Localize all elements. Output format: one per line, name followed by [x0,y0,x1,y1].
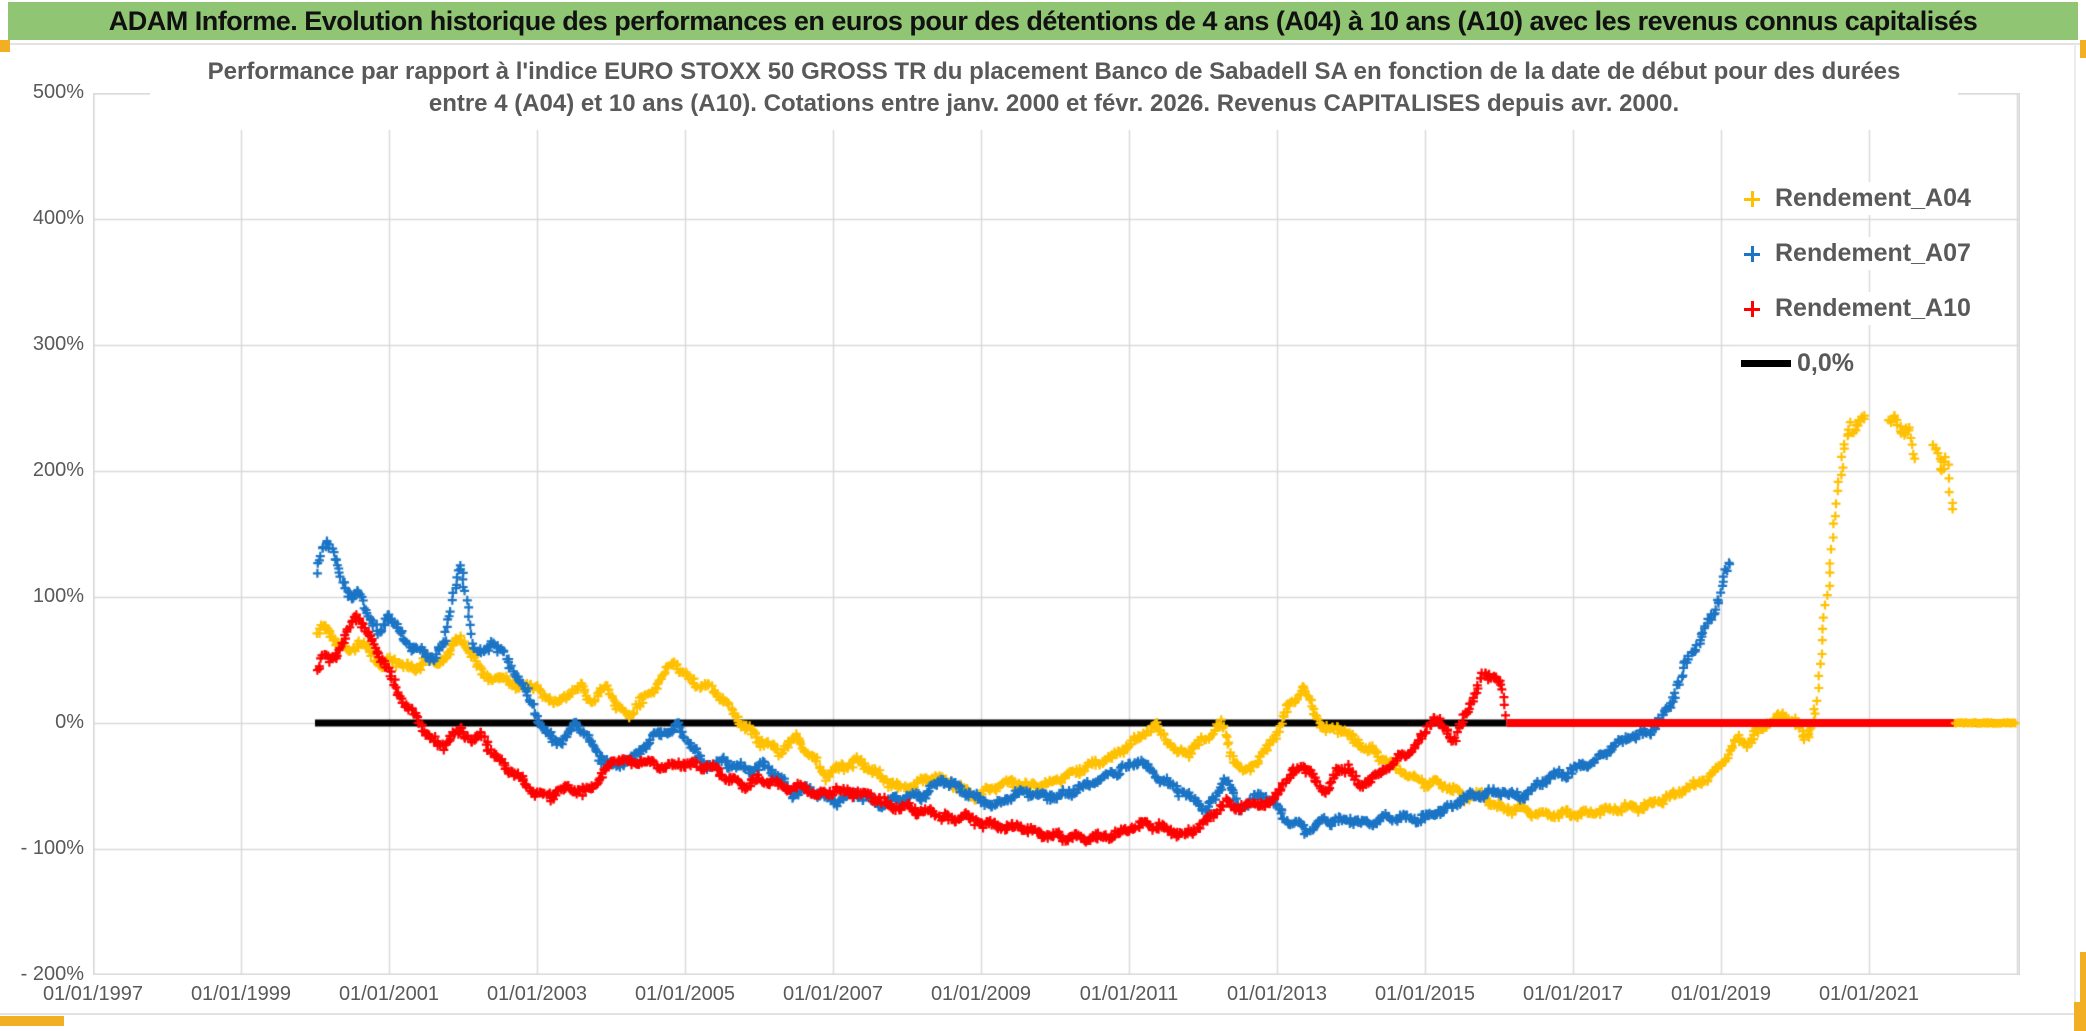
plus-marker-icon [1741,298,1763,320]
y-axis-tick-label: 100% [32,585,84,607]
legend-item[interactable]: 0,0% [1737,347,1864,380]
legend: Rendement_A04 Rendement_A07 Rendement_A10 0… [1737,182,1981,402]
y-axis-tick-label: 0% [55,711,84,733]
performance-scatter-chart[interactable] [93,93,2020,975]
zero-line-icon [1741,360,1791,367]
chart-title: Performance par rapport à l'indice EURO … [150,56,1958,130]
y-axis-tick-label: 500% [32,81,84,103]
x-axis-tick-label: 01/01/2019 [1670,983,1772,1005]
x-axis-tick-label: 01/01/1997 [42,983,144,1005]
y-axis-tick-label: - 200% [20,963,84,985]
plus-marker-icon [1741,188,1763,210]
x-axis-tick-label: 01/01/2015 [1374,983,1476,1005]
chart-title-line1: Performance par rapport à l'indice EURO … [207,58,1901,85]
x-axis-tick-label: 01/01/2013 [1226,983,1328,1005]
chart-title-line2: entre 4 (A04) et 10 ans (A10). Cotations… [428,90,1680,117]
selection-accent-bottom-left [0,1016,64,1026]
x-axis-tick-label: 01/01/2001 [338,983,440,1005]
bottom-divider [0,1013,2086,1015]
legend-item[interactable]: Rendement_A04 [1737,182,1981,215]
chart-frame-right [2074,44,2076,1013]
y-axis-tick-label: 400% [32,207,84,229]
y-axis-tick-label: - 100% [20,837,84,859]
y-axis-tick-label: 200% [32,459,84,481]
legend-label: 0,0% [1797,349,1854,377]
y-axis-tick-label: 300% [32,333,84,355]
legend-label: Rendement_A07 [1775,239,1971,267]
selection-accent-top-right [2080,40,2086,58]
banner-divider [0,43,2086,45]
header-banner: ADAM Informe. Evolution historique des p… [8,2,2078,40]
legend-item[interactable]: Rendement_A07 [1737,237,1981,270]
x-axis-tick-label: 01/01/2021 [1818,983,1920,1005]
legend-item[interactable]: Rendement_A10 [1737,292,1981,325]
x-axis-tick-label: 01/01/2009 [930,983,1032,1005]
x-axis-tick-label: 01/01/2017 [1522,983,1624,1005]
page-title: ADAM Informe. Evolution historique des p… [108,5,1978,36]
plus-marker-icon [1741,243,1763,265]
x-axis-tick-label: 01/01/2011 [1079,983,1179,1005]
x-axis-tick-label: 01/01/2005 [634,983,736,1005]
selection-accent-right [2080,952,2086,1014]
legend-label: Rendement_A04 [1775,184,1971,212]
x-axis-tick-label: 01/01/2007 [782,983,884,1005]
x-axis-tick-label: 01/01/1999 [190,983,292,1005]
x-axis-tick-label: 01/01/2003 [486,983,588,1005]
legend-label: Rendement_A10 [1775,294,1971,322]
selection-accent-top-left [0,40,10,52]
